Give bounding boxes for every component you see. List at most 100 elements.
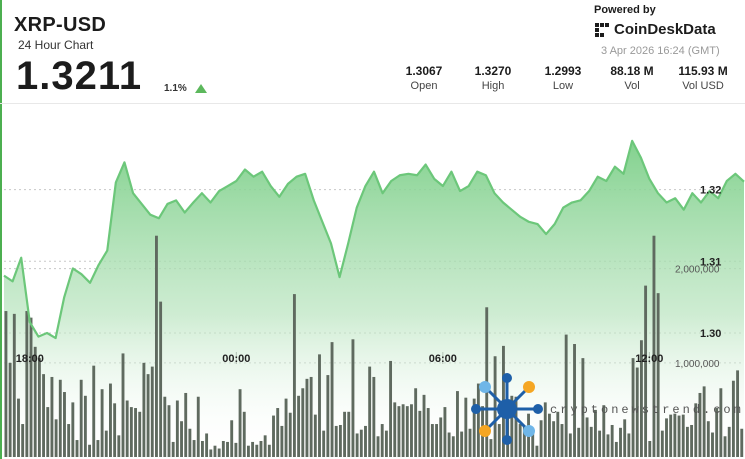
volume-bar	[175, 400, 179, 457]
volume-bar	[125, 400, 129, 457]
volume-bar	[364, 425, 367, 457]
volume-bar	[221, 440, 225, 457]
volume-bar	[171, 441, 175, 457]
volume-bar	[21, 424, 25, 457]
watermark-text: cryptonewstrend.com	[550, 403, 744, 417]
y-tick-label: 1.31	[700, 256, 721, 268]
volume-bar	[276, 408, 280, 457]
volume-bar	[673, 413, 677, 457]
volume-bar	[92, 365, 96, 457]
volume-bar	[50, 376, 54, 457]
volume-bar	[292, 294, 296, 457]
volume-bar	[464, 397, 468, 457]
volume-bar	[702, 386, 706, 457]
volume-bar	[71, 402, 75, 457]
volume-bar	[334, 425, 338, 457]
volume-bar	[518, 424, 522, 457]
stat-value: 1.3067	[405, 64, 443, 78]
volume-bar	[460, 431, 464, 457]
volume-bar	[723, 436, 727, 457]
volume-bar	[627, 433, 631, 457]
volume-bar	[489, 439, 493, 457]
volume-bar	[418, 410, 422, 457]
volume-bar	[305, 378, 309, 457]
volume-bar	[435, 424, 439, 457]
volume-bar	[384, 430, 388, 457]
volume-bar	[443, 407, 447, 457]
volume-bar	[669, 414, 673, 457]
up-arrow-icon	[195, 84, 207, 93]
volume-bar	[104, 430, 108, 457]
volume-bar	[213, 445, 217, 457]
volume-bar	[272, 415, 275, 457]
volume-bar	[581, 358, 585, 457]
volume-bar	[142, 362, 146, 457]
volume-bar	[322, 430, 326, 457]
volume-bar	[548, 413, 551, 457]
volume-bar	[564, 334, 568, 457]
volume-bar	[410, 404, 413, 457]
volume-bar	[96, 440, 100, 457]
volume-bar	[209, 449, 213, 457]
volume-bar	[343, 411, 347, 457]
price-change: 1.1%	[164, 83, 187, 94]
volume-bar	[134, 408, 137, 457]
volume-bar	[426, 408, 430, 457]
stat-low: 1.2993 Low	[543, 64, 583, 92]
volume-bar	[598, 430, 602, 457]
volume-bar	[740, 428, 744, 457]
volume-bar	[8, 362, 12, 457]
volume-tick-label: 2,000,000	[675, 265, 720, 276]
volume-bar	[288, 412, 292, 457]
volume-bar	[543, 402, 547, 457]
volume-bar	[146, 374, 150, 457]
volume-bar	[42, 374, 46, 457]
volume-bar	[180, 421, 183, 457]
stat-label: Low	[552, 80, 574, 92]
volume-bar	[493, 356, 497, 457]
volume-bar	[585, 417, 589, 457]
volume-bar	[255, 444, 259, 457]
accent-border	[0, 0, 2, 459]
axis-labels: 1.30 1.31 1.32 1,000,000 2,000,000 18:00 00:00…	[16, 185, 722, 370]
volume-bar	[372, 376, 376, 457]
volume-bar	[430, 424, 434, 457]
volume-bar	[163, 396, 167, 457]
stat-label: High	[481, 80, 505, 92]
stat-value: 88.18 M	[610, 64, 654, 78]
volume-bar	[376, 436, 380, 457]
volume-bar	[405, 406, 409, 457]
volume-bar	[476, 383, 480, 457]
volume-bar	[414, 388, 418, 457]
volume-bar	[539, 420, 543, 457]
price-area	[4, 140, 744, 457]
volume-bar	[631, 358, 635, 457]
volume-bar	[159, 301, 163, 457]
volume-bar	[234, 442, 238, 457]
timestamp: 3 Apr 2026 16:24 (GMT)	[601, 45, 720, 57]
x-tick-label: 12:00	[635, 353, 663, 365]
crypto-network-logo-icon	[471, 373, 543, 445]
volume-bar	[313, 414, 317, 457]
volume-bar	[468, 428, 472, 457]
volume-bar	[510, 395, 514, 457]
volume-bar	[263, 435, 267, 457]
volume-bar	[184, 392, 188, 457]
volume-bar	[422, 394, 426, 457]
volume-bar	[33, 346, 37, 457]
volume-bar	[330, 342, 334, 457]
volume-bar	[514, 396, 518, 457]
pair-title: XRP-USD	[14, 14, 107, 36]
volume-bar	[727, 426, 731, 457]
volume-bar	[58, 379, 62, 457]
volume-bar	[556, 411, 560, 457]
volume-bar	[736, 370, 740, 457]
volume-bar	[589, 426, 593, 457]
volume-bar	[88, 444, 91, 457]
stat-label: Vol	[624, 80, 640, 92]
stat-high: 1.3270 High	[473, 64, 513, 92]
volume-bar	[280, 425, 284, 457]
stat-label: Open	[410, 80, 438, 92]
volume-bar	[531, 433, 535, 457]
coindesk-logo-icon	[595, 23, 609, 37]
